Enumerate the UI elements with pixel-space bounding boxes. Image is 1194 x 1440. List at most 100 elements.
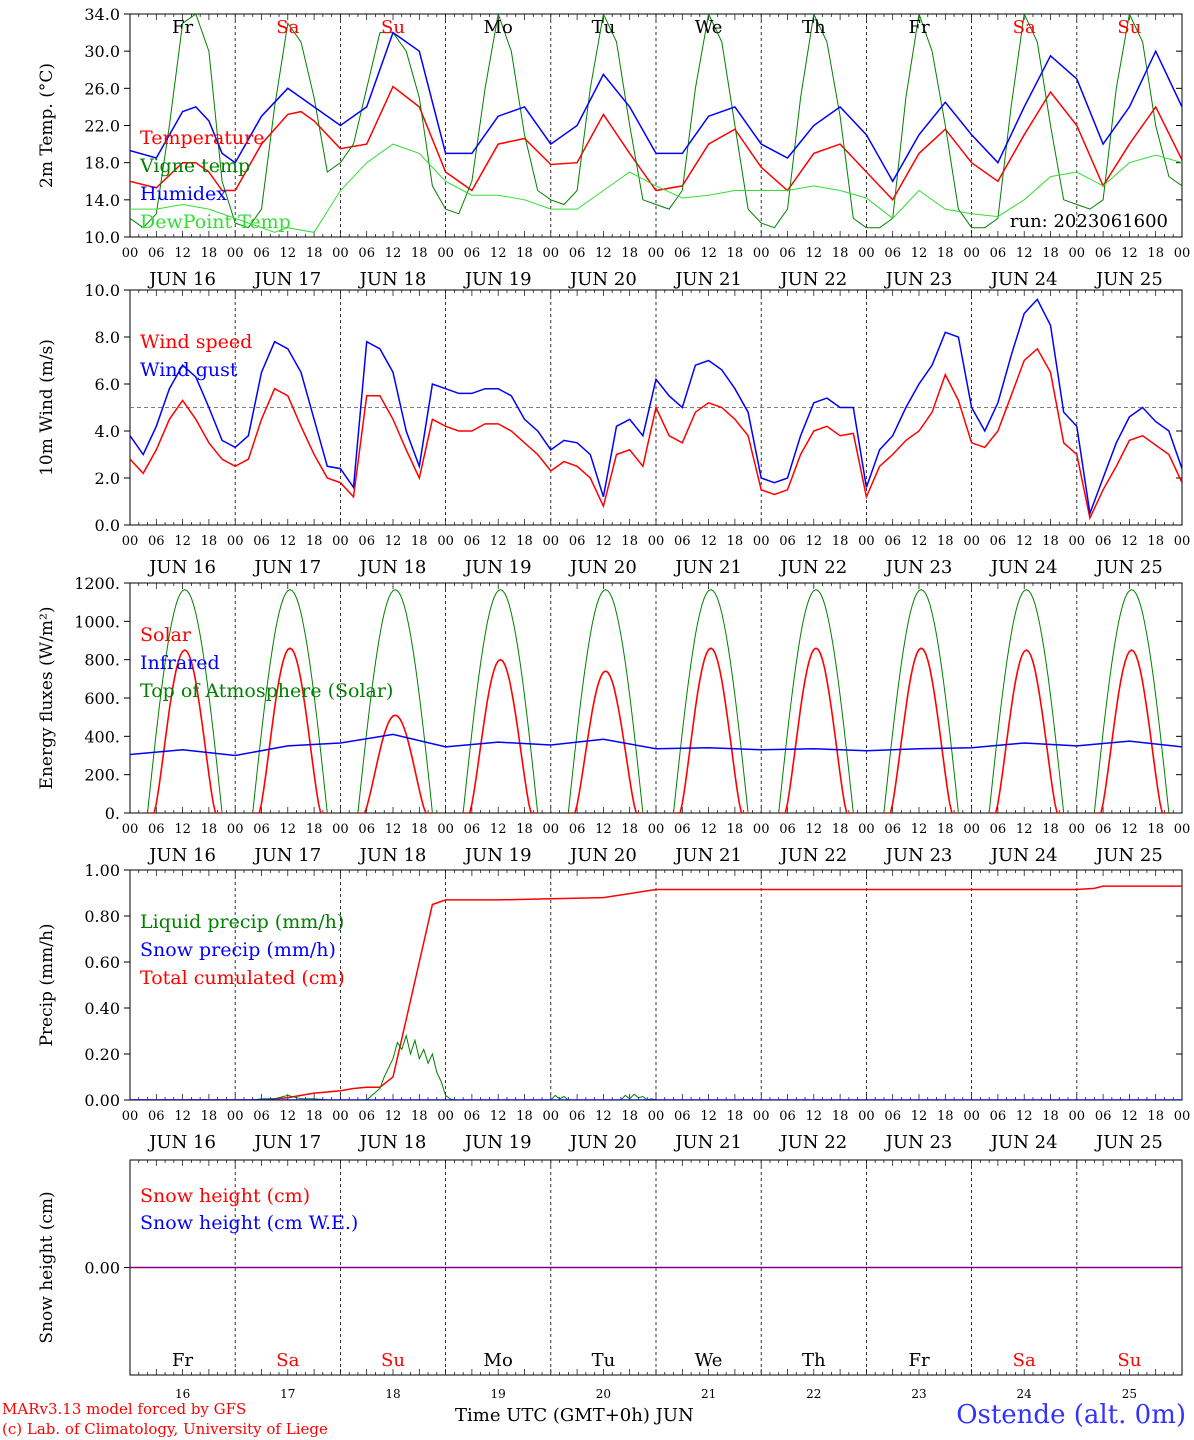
wind-hour-label: 00 [332, 534, 349, 549]
temperature-hour-label: 12 [595, 246, 612, 261]
temperature-hour-label: 18 [621, 246, 638, 261]
snow-y-axis-label: Snow height (cm) [37, 1191, 57, 1343]
wind-date-label: JUN 19 [463, 557, 532, 578]
temperature-series-group [130, 14, 1182, 233]
time-axis-label: Time UTC (GMT+0h) JUN [455, 1405, 694, 1426]
energy-date-label: JUN 23 [884, 845, 953, 866]
wind-hour-label: 18 [937, 534, 954, 549]
model-line: MARv3.13 model forced by GFS [2, 1400, 247, 1418]
wind-date-label: JUN 16 [147, 557, 216, 578]
energy-panel: 0. 200. 400. 600. 800. 1000. 1200. Energy fluxe… [37, 574, 1190, 866]
solar-line [147, 647, 1169, 813]
temperature-hour-label: 18 [516, 246, 533, 261]
energy-y-tick-label: 400. [84, 727, 120, 746]
wind-hour-label: 06 [464, 534, 481, 549]
precip-hour-label: 00 [1069, 1109, 1086, 1124]
energy-hour-label: 06 [358, 822, 375, 837]
temperature-hour-label: 00 [648, 246, 665, 261]
wind-hour-label: 18 [516, 534, 533, 549]
precip-y-tick-label: 0.60 [84, 953, 120, 972]
precip-hour-label: 06 [779, 1109, 796, 1124]
weekday-label-top: Mo [484, 17, 513, 38]
snow-legend-entry: Snow height (cm) [140, 1185, 310, 1207]
wind-panel: 0.0 2.0 4.0 6.0 8.0 10.0 10m Wind (m/s) 00 06 12 1… [37, 281, 1190, 578]
temperature-hour-label: 06 [464, 246, 481, 261]
temperature-date-label: JUN 25 [1094, 269, 1163, 290]
wind-hour-label: 18 [1042, 534, 1059, 549]
energy-hour-label: 18 [727, 822, 744, 837]
wind-date-label: JUN 25 [1094, 557, 1163, 578]
weekday-label-bottom: Tu [592, 1350, 616, 1371]
precip-hour-label: 06 [1095, 1109, 1112, 1124]
wind-y-tick-label: 4.0 [95, 422, 120, 441]
precip-date-label: JUN 20 [568, 1132, 637, 1153]
day-number-label: 21 [701, 1387, 716, 1400]
weekday-label-top: Sa [1013, 17, 1036, 38]
energy-hour-label: 18 [1147, 822, 1164, 837]
temperature-hour-label: 12 [1121, 246, 1138, 261]
precip-hour-label: 06 [253, 1109, 270, 1124]
snow-legend-entry: Snow height (cm W.E.) [140, 1212, 358, 1234]
precip-y-tick-label: 0.20 [84, 1045, 120, 1064]
day-number-label: 24 [1017, 1387, 1033, 1400]
wind-hour-label: 00 [1069, 534, 1086, 549]
wind-date-label: JUN 17 [252, 557, 321, 578]
weekday-label-top: Fr [908, 17, 929, 38]
precip-hour-label: 06 [674, 1109, 691, 1124]
precip-hour-label: 00 [1174, 1109, 1191, 1124]
temperature-hour-label: 00 [858, 246, 875, 261]
wind-y-tick-label: 2.0 [95, 469, 120, 488]
wind-y-tick-label: 8.0 [95, 328, 120, 347]
precip-hour-label: 06 [884, 1109, 901, 1124]
dewpoint-temp-line [130, 143, 1182, 233]
wind-y-axis-label: 10m Wind (m/s) [37, 339, 57, 476]
humidex-line [130, 31, 1182, 183]
wind-hour-label: 06 [674, 534, 691, 549]
temperature-y-axis-label: 2m Temp. (°C) [37, 63, 57, 188]
precip-date-label: JUN 25 [1094, 1132, 1163, 1153]
wind-series-group [130, 298, 1182, 521]
precip-hour-label: 00 [437, 1109, 454, 1124]
weekday-label-top: Sa [276, 17, 299, 38]
precip-hour-label: 18 [621, 1109, 638, 1124]
temperature-hour-label: 12 [490, 246, 507, 261]
precip-hour-label: 06 [358, 1109, 375, 1124]
temperature-hour-label: 12 [174, 246, 191, 261]
energy-legend-entry: Solar [140, 624, 192, 646]
wind-hour-label: 18 [621, 534, 638, 549]
snow-y-tick-label: 0.00 [84, 1259, 120, 1278]
wind-y-tick-label: 0.0 [95, 516, 120, 535]
temperature-hour-label: 12 [385, 246, 402, 261]
temperature-hour-label: 00 [227, 246, 244, 261]
wind-hour-label: 12 [1121, 534, 1138, 549]
weekday-label-top: Su [1117, 17, 1141, 38]
temperature-hour-label: 06 [1095, 246, 1112, 261]
time-axis-text: Time UTC (GMT+0h) [455, 1405, 650, 1426]
precip-date-label: JUN 21 [673, 1132, 742, 1153]
precip-legend-entry: Liquid precip (mm/h) [140, 911, 344, 933]
energy-hour-label: 12 [490, 822, 507, 837]
energy-hour-label: 12 [700, 822, 717, 837]
precip-hour-label: 18 [411, 1109, 428, 1124]
wind-hour-label: 18 [411, 534, 428, 549]
energy-hour-label: 00 [227, 822, 244, 837]
temperature-hour-label: 06 [358, 246, 375, 261]
energy-series-group [130, 589, 1182, 813]
temperature-hour-label: 12 [280, 246, 297, 261]
wind-hour-label: 06 [1095, 534, 1112, 549]
precip-date-label: JUN 23 [884, 1132, 953, 1153]
wind-hour-label: 00 [437, 534, 454, 549]
precip-hour-label: 18 [516, 1109, 533, 1124]
precip-y-axis-label: Precip (mm/h) [37, 923, 57, 1046]
temperature-date-label: JUN 17 [252, 269, 321, 290]
temperature-hour-label: 18 [937, 246, 954, 261]
precip-hour-label: 00 [227, 1109, 244, 1124]
energy-date-label: JUN 21 [673, 845, 742, 866]
temperature-hour-label: 18 [727, 246, 744, 261]
wind-date-label: JUN 24 [989, 557, 1058, 578]
temperature-hour-label: 18 [306, 246, 323, 261]
precip-legend-entry: Snow precip (mm/h) [140, 939, 336, 961]
precip-hour-label: 12 [1121, 1109, 1138, 1124]
temperature-hour-label: 06 [674, 246, 691, 261]
precip-date-label: JUN 18 [358, 1132, 427, 1153]
